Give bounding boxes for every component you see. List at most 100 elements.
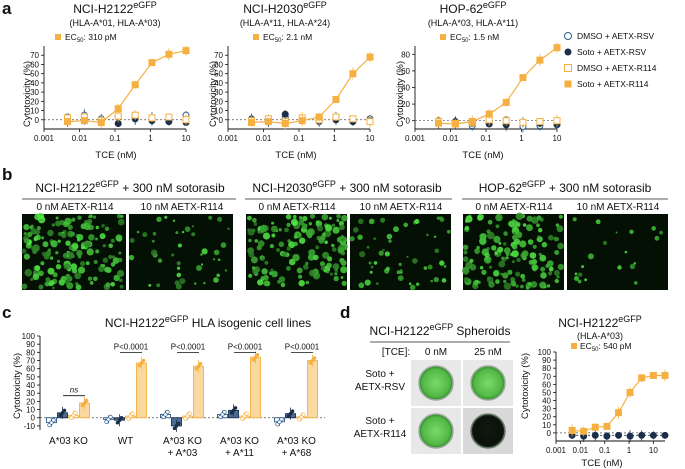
gfp-cell bbox=[554, 270, 560, 276]
c-replicate bbox=[130, 411, 135, 416]
plot-a1-ylabel: Cytotoxicity (%) bbox=[22, 61, 33, 127]
gfp-cell bbox=[44, 281, 49, 287]
gfp-cell bbox=[156, 216, 162, 222]
c-ytick-label: 80 bbox=[26, 348, 35, 357]
gfp-cell bbox=[515, 231, 523, 239]
gfp-cell bbox=[370, 265, 374, 269]
gfp-cell bbox=[150, 249, 158, 256]
gfp-cell bbox=[93, 276, 98, 282]
gfp-cell bbox=[332, 226, 340, 234]
gfp-cell bbox=[511, 243, 517, 249]
a3-ytick-label: 60 bbox=[401, 67, 410, 76]
gfp-cell bbox=[430, 279, 434, 283]
gfp-cell bbox=[85, 261, 90, 266]
c-replicate bbox=[310, 358, 315, 363]
gfp-cell bbox=[305, 280, 310, 285]
gfp-cell bbox=[177, 243, 182, 248]
gfp-cell bbox=[481, 214, 484, 218]
gfp-cell bbox=[464, 270, 468, 275]
c-ytick-label: 10 bbox=[26, 406, 35, 415]
gfp-cell bbox=[462, 256, 469, 262]
plot-a3-title: HOP-62eGFP bbox=[440, 0, 507, 16]
a3-xtick-label: 0.001 bbox=[405, 134, 426, 143]
gfp-cell bbox=[92, 215, 97, 219]
gfp-cell bbox=[323, 229, 332, 238]
gfp-cell bbox=[281, 251, 288, 257]
d-point bbox=[661, 431, 669, 439]
gfp-cell bbox=[358, 218, 364, 225]
gfp-cell bbox=[93, 260, 98, 264]
gfp-cell bbox=[434, 248, 440, 254]
gfp-cell bbox=[340, 276, 344, 279]
gfp-cell bbox=[30, 277, 34, 281]
gfp-cell bbox=[540, 266, 546, 272]
gfp-cell bbox=[331, 243, 335, 248]
gfp-cell bbox=[263, 280, 270, 287]
gfp-cell bbox=[484, 252, 490, 258]
gfp-cell bbox=[426, 233, 429, 237]
gfp-cell bbox=[359, 251, 366, 258]
gfp-cell bbox=[337, 247, 345, 254]
gfp-cell bbox=[558, 214, 563, 219]
a2-point bbox=[315, 113, 323, 121]
gfp-cell bbox=[340, 259, 346, 265]
d-ytick-label: 50 bbox=[542, 388, 551, 397]
c-bar bbox=[136, 362, 147, 419]
gfp-cell bbox=[110, 262, 116, 267]
gfp-cell bbox=[63, 221, 69, 228]
c-sig-pvalue: P<0.0001 bbox=[228, 342, 263, 351]
gfp-cell bbox=[21, 248, 27, 254]
c-replicate bbox=[139, 361, 144, 365]
d-ytick-label: 70 bbox=[542, 372, 551, 381]
gfp-cell bbox=[476, 245, 480, 250]
gfp-cell bbox=[515, 271, 521, 277]
gfp-cell bbox=[368, 218, 375, 225]
gfp-cell bbox=[247, 228, 255, 236]
a3-xtick-label: 0.1 bbox=[480, 134, 492, 143]
spheroid-row-0-line2: AETX-RSV bbox=[355, 382, 405, 393]
gfp-cell bbox=[357, 234, 363, 240]
gfp-cell bbox=[406, 255, 409, 258]
gfp-cell bbox=[118, 251, 122, 255]
gfp-cell bbox=[408, 282, 412, 286]
gfp-cell bbox=[38, 284, 44, 290]
gfp-cell bbox=[260, 225, 268, 233]
a1-point bbox=[148, 59, 156, 67]
gfp-cell bbox=[252, 268, 259, 275]
gfp-cell bbox=[531, 216, 539, 224]
gfp-cell bbox=[293, 235, 297, 239]
gfp-cell bbox=[469, 258, 474, 263]
gfp-cell bbox=[129, 238, 135, 243]
a1-xtick-label: 10 bbox=[182, 134, 191, 143]
gfp-cell bbox=[71, 217, 76, 222]
gfp-cell bbox=[553, 236, 558, 242]
tce-header: [TCE]: bbox=[382, 347, 410, 358]
gfp-cell bbox=[433, 235, 437, 238]
gfp-cell bbox=[89, 214, 93, 219]
micrograph-4-label: 10 nM AETX-R114 bbox=[360, 202, 443, 213]
c-replicate bbox=[108, 414, 113, 420]
a1-xtick-label: 0.1 bbox=[109, 134, 121, 143]
d-point bbox=[591, 431, 599, 439]
gfp-cell bbox=[36, 226, 41, 231]
plot-a2-xlabel: TCE (nM) bbox=[275, 150, 316, 161]
gfp-cell bbox=[306, 229, 313, 236]
gfp-cell bbox=[47, 249, 51, 253]
plot-d-xlabel: TCE (nM) bbox=[581, 458, 622, 469]
c-ytick-label: 100 bbox=[22, 332, 36, 341]
gfp-cell bbox=[629, 229, 634, 234]
a1-point bbox=[97, 119, 105, 127]
a3-point bbox=[553, 44, 561, 52]
gfp-cell bbox=[298, 280, 305, 287]
gfp-cell bbox=[481, 269, 487, 275]
gfp-cell bbox=[45, 277, 51, 283]
gfp-cell bbox=[584, 278, 587, 282]
gfp-cell bbox=[485, 257, 489, 261]
gfp-cell bbox=[522, 223, 527, 227]
gfp-cell bbox=[87, 277, 92, 281]
gfp-cell bbox=[248, 251, 255, 258]
spheroid-1 bbox=[418, 365, 454, 401]
plot-a3-xlabel: TCE (nM) bbox=[462, 150, 503, 161]
gfp-cell bbox=[358, 282, 365, 289]
